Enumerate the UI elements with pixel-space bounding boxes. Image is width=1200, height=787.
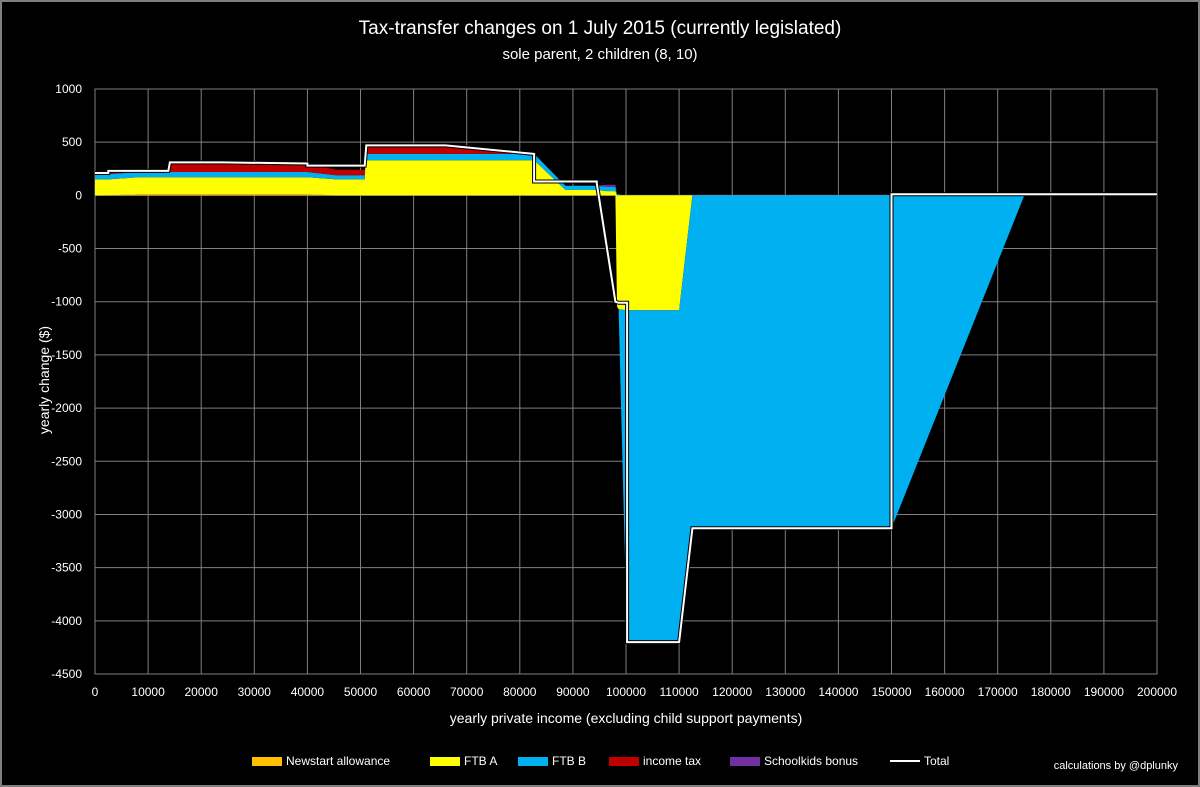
y-tick-label: -1000 xyxy=(51,295,82,309)
x-tick-label: 100000 xyxy=(606,685,646,699)
area-ftb-b xyxy=(95,153,1157,196)
x-tick-label: 20000 xyxy=(185,685,219,699)
y-tick-label: 500 xyxy=(62,135,82,149)
x-tick-label: 200000 xyxy=(1137,685,1177,699)
x-tick-label: 10000 xyxy=(131,685,165,699)
y-tick-label: -3000 xyxy=(51,507,82,521)
area-newstart-allowance xyxy=(95,194,1157,196)
x-tick-label: 170000 xyxy=(978,685,1018,699)
area-ftb-a xyxy=(95,160,1157,196)
x-tick-label: 50000 xyxy=(344,685,378,699)
legend-label-income-tax: income tax xyxy=(643,754,702,768)
y-axis-label: yearly change ($) xyxy=(36,325,52,435)
x-tick-label: 110000 xyxy=(660,685,699,699)
legend-item-schoolkids: Schoolkids bonus xyxy=(730,753,858,769)
credit-note: calculations by @dplunky xyxy=(1053,760,1178,772)
total-line xyxy=(95,144,1157,644)
legend-swatch-schoolkids xyxy=(730,756,760,766)
y-tick-label: -4000 xyxy=(51,614,82,628)
x-tick-label: 160000 xyxy=(925,685,965,699)
legend-swatch-ftb-a xyxy=(430,756,460,766)
legend-item-income-tax: income tax xyxy=(609,753,701,769)
y-tick-label: -1500 xyxy=(51,348,82,362)
chart-subtitle: sole parent, 2 children (8, 10) xyxy=(502,46,698,63)
y-tick-label: -500 xyxy=(58,242,82,256)
y-tick-label: -2000 xyxy=(51,401,82,415)
legend-swatch-total xyxy=(890,760,920,762)
y-tick-label: -4500 xyxy=(51,667,82,681)
legend-swatch-ftb-b xyxy=(518,756,548,766)
x-tick-label: 60000 xyxy=(397,685,431,699)
x-tick-label: 130000 xyxy=(765,685,805,699)
x-tick-label: 90000 xyxy=(556,685,590,699)
x-tick-label: 30000 xyxy=(238,685,272,699)
legend-item-ftb-b: FTB B xyxy=(518,753,586,769)
x-axis-label: yearly private income (excluding child s… xyxy=(449,710,803,726)
legend-swatch-newstart xyxy=(252,756,282,766)
y-tick-label: -2500 xyxy=(51,454,82,468)
x-tick-label: 150000 xyxy=(871,685,911,699)
x-tick-label: 120000 xyxy=(712,685,752,699)
legend-label-ftb-a: FTB A xyxy=(464,754,498,768)
x-tick-label: 190000 xyxy=(1084,685,1124,699)
legend-item-ftb-a: FTB A xyxy=(430,753,497,769)
x-tick-label: 40000 xyxy=(291,685,325,699)
x-tick-label: 70000 xyxy=(450,685,484,699)
legend-label-newstart: Newstart allowance xyxy=(286,754,391,768)
x-tick-label: 0 xyxy=(92,685,99,699)
x-tick-label: 180000 xyxy=(1031,685,1071,699)
legend-label-schoolkids: Schoolkids bonus xyxy=(764,754,859,768)
area-income-tax xyxy=(95,144,1157,196)
y-tick-label: 1000 xyxy=(55,82,82,96)
area-ftb-a xyxy=(95,195,1157,311)
y-tick-label: -3500 xyxy=(51,561,82,575)
y-tick-label: 0 xyxy=(75,188,82,202)
legend-label-ftb-b: FTB B xyxy=(552,754,587,768)
x-tick-label: 140000 xyxy=(818,685,858,699)
legend-label-total: Total xyxy=(924,754,950,768)
legend-swatch-income-tax xyxy=(609,756,639,766)
legend-item-newstart: Newstart allowance xyxy=(252,753,390,769)
legend-item-total: Total xyxy=(890,753,949,769)
x-tick-label: 80000 xyxy=(503,685,537,699)
chart-title: Tax-transfer changes on 1 July 2015 (cur… xyxy=(358,18,842,39)
